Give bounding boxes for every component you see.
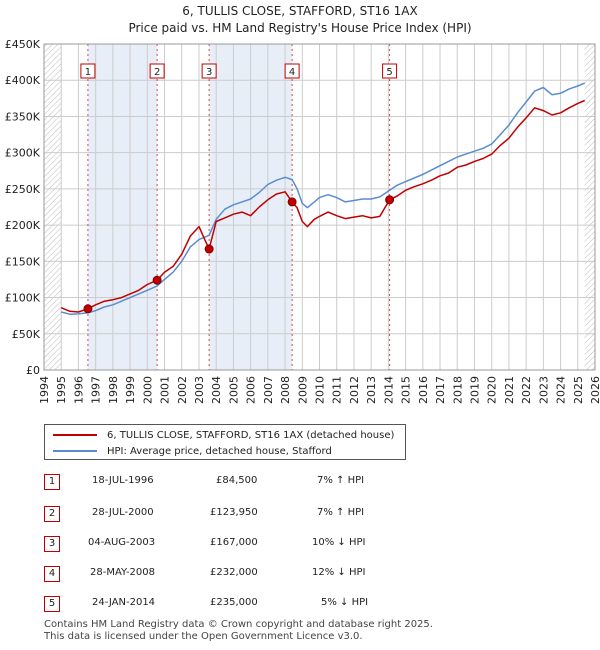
sale-marker-number: 2 <box>154 67 160 78</box>
legend: 6, TULLIS CLOSE, STAFFORD, ST16 1AX (det… <box>44 424 406 460</box>
x-tick-label: 2003 <box>193 376 206 404</box>
sale-marker-label: 5 <box>44 596 60 612</box>
x-tick-label: 2025 <box>572 376 585 404</box>
y-tick-label: £450K <box>5 38 41 51</box>
y-tick-label: £100K <box>5 292 41 305</box>
sale-marker-box <box>382 63 398 79</box>
sale-hpi-diff: 12% ↓ HPI <box>312 567 366 578</box>
sale-hpi-diff: 5% ↓ HPI <box>321 597 369 608</box>
series-line-hpi <box>61 82 585 315</box>
chart-title: 6, TULLIS CLOSE, STAFFORD, ST16 1AX <box>182 4 418 18</box>
footer-copyright: Contains HM Land Registry data © Crown c… <box>44 619 433 630</box>
plot-border <box>43 43 596 371</box>
x-tick-label: 2013 <box>365 376 378 404</box>
sale-marker-label: 2 <box>44 506 60 522</box>
x-tick-label: 2021 <box>503 376 516 404</box>
sale-marker-label: 4 <box>44 566 60 582</box>
x-tick-label: 2015 <box>400 376 413 404</box>
x-tick-label: 2019 <box>468 376 481 404</box>
future-region <box>584 44 595 370</box>
legend-swatch-property <box>53 434 97 436</box>
x-tick-label: 2012 <box>348 376 361 404</box>
legend-label-property: 6, TULLIS CLOSE, STAFFORD, ST16 1AX (det… <box>107 429 395 441</box>
x-tick-label: 2005 <box>227 376 240 404</box>
x-tick-label: 2000 <box>141 376 154 404</box>
footer-licence: This data is licensed under the Open Gov… <box>44 631 363 642</box>
sale-date: 18-JUL-1996 <box>92 475 154 486</box>
x-tick-label: 2002 <box>176 376 189 404</box>
chart-subtitle: Price paid vs. HM Land Registry's House … <box>128 21 472 35</box>
x-tick-label: 1995 <box>55 376 68 404</box>
sale-point <box>287 197 297 207</box>
y-tick-label: £50K <box>12 328 41 341</box>
sale-marker-number: 4 <box>289 67 295 78</box>
y-tick-label: £200K <box>5 219 41 232</box>
x-tick-label: 1997 <box>90 376 103 404</box>
x-tick-label: 2017 <box>434 376 447 404</box>
y-tick-label: £0 <box>26 364 40 377</box>
y-tick-label: £150K <box>5 255 41 268</box>
sale-marker-number: 5 <box>386 67 392 78</box>
x-tick-label: 2008 <box>279 376 292 404</box>
x-tick-label: 2007 <box>262 376 275 404</box>
sale-hpi-diff: 7% ↑ HPI <box>317 475 365 486</box>
x-tick-label: 2024 <box>555 376 568 404</box>
sale-point <box>385 195 395 205</box>
x-tick-label: 2022 <box>520 376 533 404</box>
x-tick-label: 2011 <box>331 376 344 404</box>
x-tick-label: 2016 <box>417 376 430 404</box>
x-tick-label: 1996 <box>72 376 85 404</box>
x-tick-label: 2009 <box>296 376 309 404</box>
y-tick-label: £300K <box>5 147 41 160</box>
no-data-region <box>44 44 62 370</box>
x-tick-label: 2001 <box>159 376 172 404</box>
y-tick-label: £350K <box>5 110 41 123</box>
sale-point <box>83 304 93 314</box>
sale-marker-label: 1 <box>44 474 60 490</box>
sale-price: £84,500 <box>216 475 258 486</box>
x-tick-label: 1999 <box>124 376 137 404</box>
price-chart: £0 £50K £100K £150K £200K £250K £300K £350K £400… <box>5 38 600 404</box>
sale-price: £235,000 <box>210 597 258 608</box>
sale-marker-number: 3 <box>206 67 212 78</box>
sale-date: 28-MAY-2008 <box>90 567 156 578</box>
sale-period-band <box>87 44 158 370</box>
legend-item-hpi: HPI: Average price, detached house, Staf… <box>53 443 332 459</box>
sale-hpi-diff: 7% ↑ HPI <box>317 507 365 518</box>
sale-marker-number: 1 <box>85 67 91 78</box>
x-tick-label: 2026 <box>589 376 600 404</box>
sale-date: 04-AUG-2003 <box>88 537 156 548</box>
sale-price: £167,000 <box>210 537 258 548</box>
x-tick-label: 1994 <box>38 376 51 404</box>
x-tick-label: 2004 <box>210 376 223 404</box>
sale-marker-label: 3 <box>44 536 60 552</box>
sale-marker-box <box>201 63 217 79</box>
x-tick-label: 2010 <box>314 376 327 404</box>
legend-item-property: 6, TULLIS CLOSE, STAFFORD, ST16 1AX (det… <box>53 427 394 443</box>
x-tick-label: 2018 <box>451 376 464 404</box>
x-tick-label: 1998 <box>107 376 120 404</box>
x-tick-label: 2006 <box>245 376 258 404</box>
x-tick-label: 2023 <box>537 376 550 404</box>
sale-date: 28-JUL-2000 <box>92 507 154 518</box>
legend-swatch-hpi <box>53 450 97 452</box>
sale-marker-box <box>80 63 96 79</box>
sale-hpi-diff: 10% ↓ HPI <box>312 537 366 548</box>
sale-price: £232,000 <box>210 567 258 578</box>
sale-point <box>152 275 162 285</box>
x-tick-label: 2020 <box>486 376 499 404</box>
sale-date: 24-JAN-2014 <box>92 597 156 608</box>
y-tick-label: £400K <box>5 74 41 87</box>
x-tick-label: 2014 <box>382 376 395 404</box>
legend-label-hpi: HPI: Average price, detached house, Staf… <box>107 445 332 457</box>
sale-point <box>204 244 214 254</box>
sale-price: £123,950 <box>210 507 258 518</box>
sale-marker-box <box>284 63 300 79</box>
sale-marker-box <box>149 63 165 79</box>
y-tick-label: £250K <box>5 183 41 196</box>
